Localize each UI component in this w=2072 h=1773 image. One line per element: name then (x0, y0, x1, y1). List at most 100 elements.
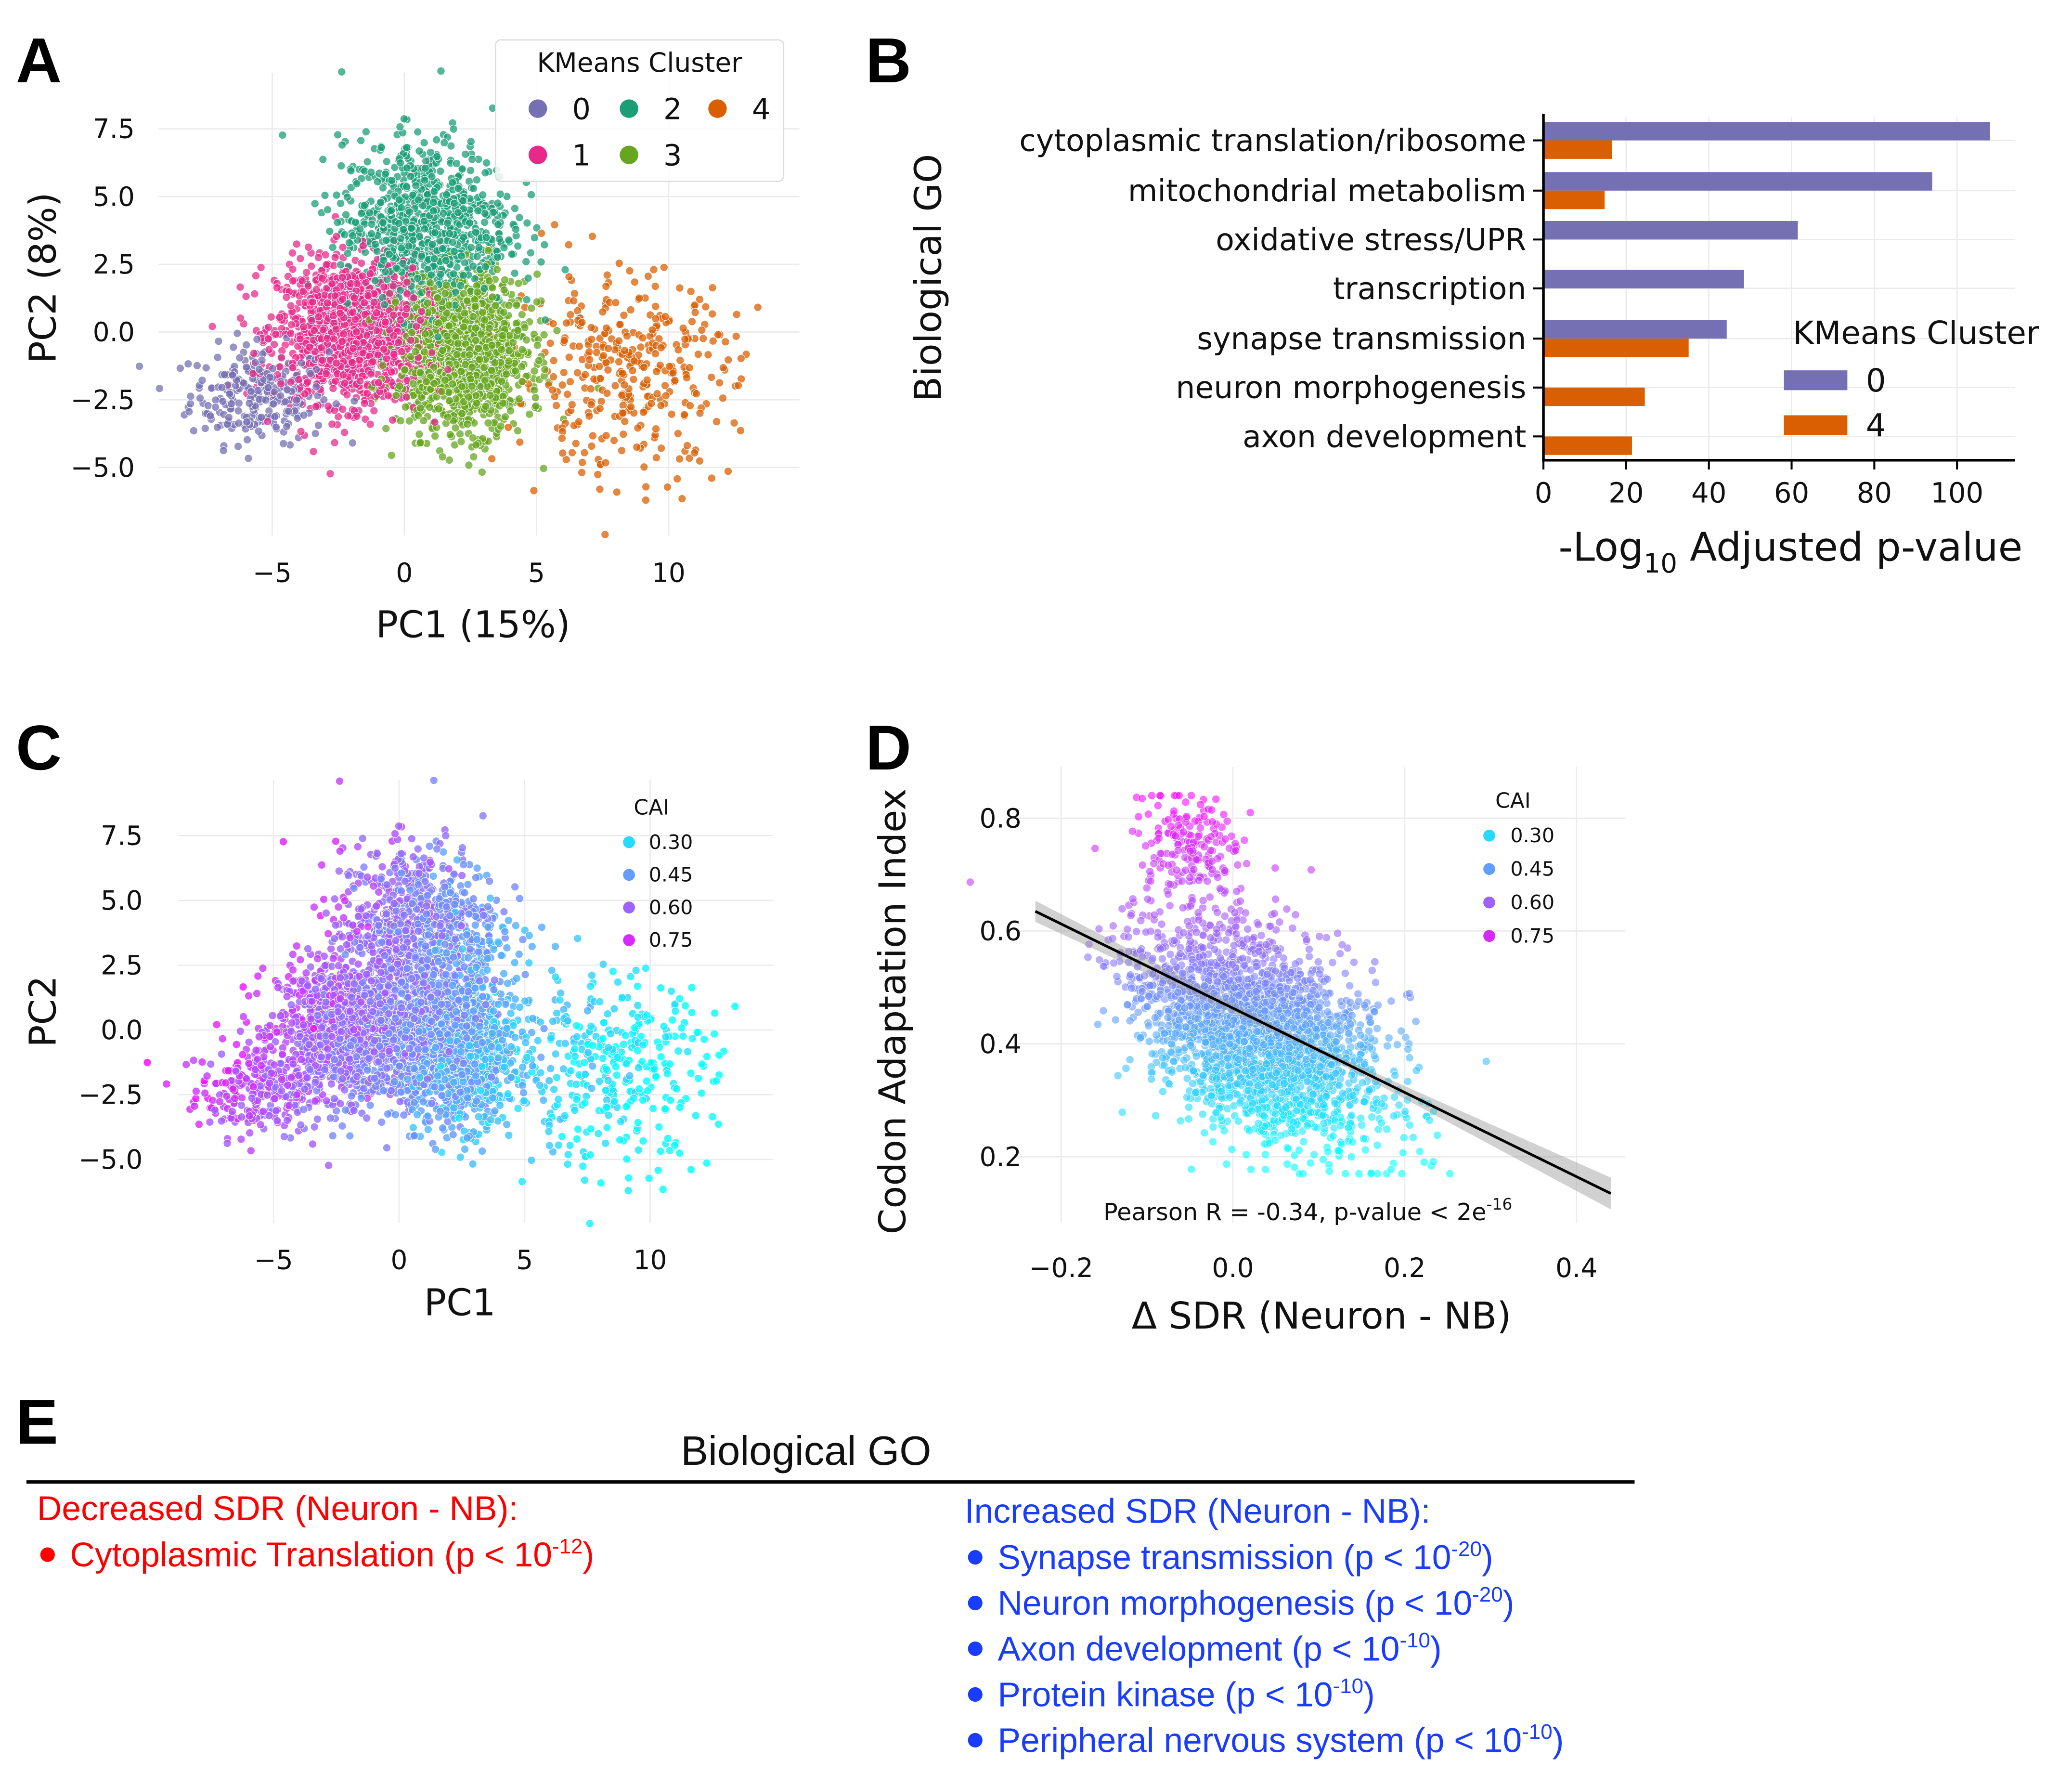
scatter-point (299, 323, 308, 331)
scatter-point (618, 369, 627, 378)
scatter-point (382, 1143, 391, 1152)
scatter-point (265, 345, 273, 354)
legend-marker-cluster-2 (620, 99, 638, 118)
scatter-point (219, 446, 228, 455)
scatter-point (294, 375, 303, 384)
scatter-point (355, 356, 364, 365)
scatter-point (652, 453, 661, 462)
scatter-point (482, 233, 491, 242)
scatter-point (340, 230, 349, 239)
scatter-point (385, 289, 394, 298)
scatter-point (651, 302, 660, 311)
panel-b-y-axis-label: Biological GO (907, 154, 950, 402)
scatter-point (442, 190, 451, 199)
scatter-point (515, 394, 523, 404)
scatter-point (213, 423, 222, 432)
scatter-point (506, 406, 515, 415)
scatter-point (416, 404, 425, 413)
scatter-point (288, 248, 297, 258)
scatter-point (498, 399, 507, 407)
scatter-point (438, 346, 447, 355)
scatter-point (340, 378, 349, 388)
scatter-point (332, 232, 341, 241)
scatter-point (329, 261, 338, 270)
scatter-point (510, 204, 519, 213)
scatter-point (434, 332, 442, 341)
scatter-point (339, 329, 348, 339)
scatter-point (714, 1120, 723, 1129)
scatter-point (619, 401, 628, 410)
scatter-point (297, 427, 305, 436)
scatter-point (639, 363, 648, 372)
scatter-point (426, 278, 435, 287)
scatter-point (437, 387, 446, 396)
scatter-point (484, 246, 493, 255)
scatter-point (245, 399, 254, 408)
scatter-point (401, 403, 410, 411)
panel-a-x-tick-label: 5 (528, 557, 545, 588)
scatter-point (657, 343, 666, 352)
scatter-point (459, 233, 468, 242)
scatter-point (647, 399, 656, 408)
panel-letter-e: E (16, 1386, 58, 1457)
scatter-point (363, 389, 372, 398)
scatter-point (434, 404, 443, 413)
scatter-point (651, 349, 660, 358)
scatter-point (709, 337, 717, 345)
panel-a-x-tick-label: 10 (652, 557, 686, 588)
scatter-point (638, 334, 647, 342)
scatter-point (314, 421, 323, 430)
scatter-point (660, 263, 669, 272)
panel-a-y-tick-label: −2.5 (71, 384, 135, 415)
scatter-point (341, 210, 350, 219)
scatter-point (588, 232, 597, 241)
scatter-point (712, 417, 721, 426)
scatter-point (730, 418, 738, 428)
scatter-point (578, 318, 586, 327)
scatter-point (283, 385, 292, 394)
scatter-point (692, 389, 701, 398)
scatter-point (568, 448, 577, 457)
scatter-point (473, 287, 482, 297)
scatter-point (651, 314, 660, 323)
scatter-point (497, 345, 506, 354)
scatter-point (421, 329, 430, 339)
panel-a-y-tick-label: 0.0 (93, 317, 135, 348)
scatter-point (429, 198, 438, 207)
scatter-point (406, 336, 415, 345)
scatter-point (464, 392, 473, 402)
scatter-point (261, 396, 270, 404)
scatter-point (564, 240, 573, 249)
scatter-point (577, 468, 586, 477)
scatter-point (537, 258, 545, 266)
scatter-point (268, 1011, 277, 1020)
scatter-point (396, 416, 405, 425)
panel-b-x-tick-label: 40 (1691, 477, 1726, 509)
scatter-point (311, 199, 319, 208)
scatter-point (430, 431, 440, 441)
scatter-point (578, 1162, 587, 1171)
scatter-point (686, 287, 695, 296)
scatter-point (454, 184, 463, 193)
scatter-point (502, 370, 511, 378)
scatter-point (402, 304, 411, 313)
scatter-point (574, 417, 583, 426)
scatter-point (534, 356, 544, 365)
legend-label-cluster-4: 4 (1866, 407, 1886, 444)
scatter-point (428, 240, 437, 249)
scatter-point (473, 252, 481, 261)
scatter-point (374, 378, 383, 387)
scatter-point (753, 303, 762, 312)
scatter-point (340, 428, 349, 437)
scatter-point (523, 219, 531, 227)
scatter-point (489, 208, 498, 217)
scatter-point (272, 330, 280, 339)
scatter-point (234, 418, 243, 428)
scatter-point (333, 218, 342, 227)
scatter-point (324, 402, 333, 411)
scatter-point (486, 391, 494, 400)
scatter-point (527, 304, 536, 313)
scatter-point (319, 326, 327, 334)
scatter-point (249, 349, 259, 358)
bar-cluster-4 (1543, 436, 1632, 455)
